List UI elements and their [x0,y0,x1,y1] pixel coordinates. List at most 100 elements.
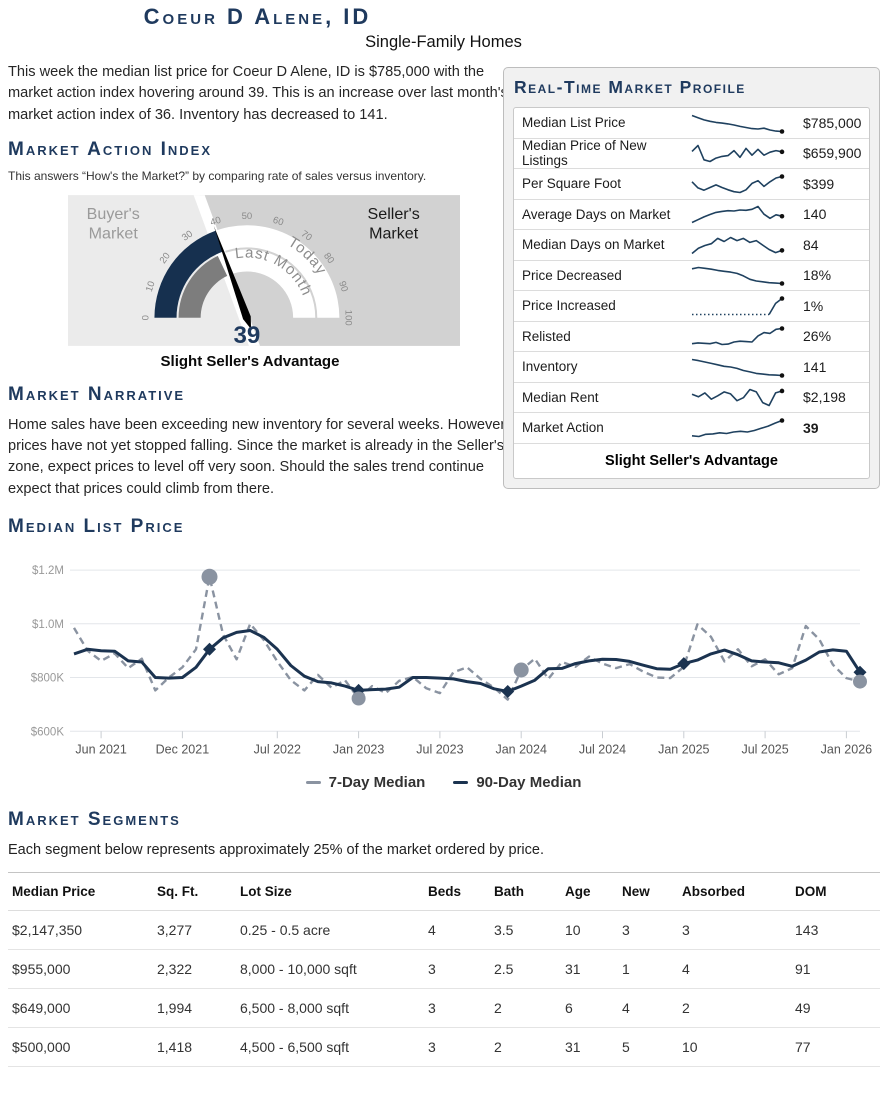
svg-text:$800K: $800K [31,673,65,685]
market-segments-caption: Each segment below represents approximat… [8,842,544,859]
segments-cell: 2 [490,988,561,1029]
sparkline [691,326,785,346]
report-header: Coeur D Alene, ID Single-Family Homes [0,0,887,52]
segments-column-header: Lot Size [236,872,424,912]
segments-cell: 5 [618,1027,678,1068]
svg-text:40: 40 [209,215,222,229]
segments-column-header: Sq. Ft. [153,872,236,912]
legend-label-90day: 90-Day Median [476,774,582,792]
segments-cell: 3 [678,910,791,951]
svg-text:Jan 2026: Jan 2026 [821,742,872,756]
profile-row: Market Action 39 [514,413,869,444]
segments-cell: 49 [791,988,880,1029]
segments-cell: 2.5 [490,949,561,990]
segments-cell: 0.25 - 0.5 acre [236,910,424,951]
segments-cell: $649,000 [8,988,153,1029]
segments-column-header: Median Price [8,872,153,912]
sparkline [691,358,785,378]
segments-column-header: New [618,872,678,912]
profile-row: Per Square Foot $399 [514,169,869,200]
segments-cell: 6 [561,988,618,1029]
sparkline [691,144,785,163]
sparkline [691,266,785,287]
segments-cell: 3 [424,1027,490,1068]
segments-cell: 1,994 [153,988,236,1029]
svg-text:60: 60 [271,215,284,229]
profile-row-label: Median Days on Market [522,237,665,253]
svg-text:100: 100 [342,310,353,326]
segments-cell: $2,147,350 [8,910,153,951]
segments-row: $2,147,350 3,277 0.25 - 0.5 acre 4 3.5 10 3 3 14… [8,910,880,951]
sparkline [691,173,785,194]
gauge-caption: Slight Seller's Advantage [160,352,340,370]
legend-label-7day: 7-Day Median [328,774,426,792]
svg-text:0: 0 [140,315,151,320]
svg-text:20: 20 [158,251,173,266]
profile-row-value: $2,198 [803,389,846,406]
segments-cell: 2,322 [153,949,236,990]
profile-row: Relisted 26% [514,322,869,352]
svg-text:70: 70 [299,228,314,243]
profile-row-label: Price Decreased [522,267,622,283]
market-segments-table: Median Price Sq. Ft. Lot Size Beds Bath Age Ne… [8,872,880,1068]
svg-text:30: 30 [180,228,195,243]
segments-cell: 31 [561,1027,618,1068]
segments-row: $649,000 1,994 6,500 - 8,000 sqft 3 2 6 4 2 49 [8,988,880,1029]
profile-row-label: Inventory [522,359,578,375]
svg-text:$600K: $600K [31,726,65,738]
svg-text:39: 39 [233,322,260,346]
segments-cell: 10 [561,910,618,951]
segments-cell: 91 [791,949,880,990]
intro-text: This week the median list price for Coeu… [8,64,508,123]
svg-text:Jan 2024: Jan 2024 [495,742,546,756]
segments-cell: 4,500 - 6,500 sqft [236,1027,424,1068]
sparkline [691,114,785,134]
market-narrative-text: Home sales have been exceeding new inven… [8,416,506,497]
segments-row: $955,000 2,322 8,000 - 10,000 sqft 3 2.5 31 1 4… [8,949,880,990]
profile-row-value: 84 [803,236,819,253]
svg-text:90: 90 [336,280,350,293]
profile-row-value: 39 [803,419,819,436]
segments-cell: 3.5 [490,910,561,951]
segments-cell: 3 [424,988,490,1029]
profile-row-value: $399 [803,175,835,192]
profile-row-label: Median Price of New Listings [522,138,647,169]
svg-text:80: 80 [321,251,336,266]
profile-row-value: $659,900 [803,145,862,162]
market-segments-heading: Market Segments [8,809,181,831]
market-report-page: Coeur D Alene, ID Single-Family Homes Th… [0,0,887,1068]
profile-row-value: 18% [803,267,832,284]
segments-cell: 4 [618,988,678,1029]
median-list-price-chart: $600K $800K $1.0M $1.2M Jun 2021 Dec 2021 Jul … [6,542,887,772]
market-action-index-heading: Market Action Index [8,138,213,160]
segments-column-header: Beds [424,872,490,912]
svg-text:Jul 2024: Jul 2024 [579,742,626,756]
profile-row-label: Market Action [522,420,604,436]
profile-row-label: Per Square Foot [522,176,622,192]
market-action-gauge: Last Month Today 0 10 20 30 40 50 60 70 80 90 100 Buy… [68,195,460,346]
svg-text:Jan 2023: Jan 2023 [333,742,384,756]
segments-cell: 10 [678,1027,791,1068]
legend-item-90day: 90-Day Median [453,774,581,791]
segments-cell: $955,000 [8,949,153,990]
market-narrative-heading: Market Narrative [8,383,186,405]
profile-title: Real-Time Market Profile [514,77,746,97]
profile-row: Average Days on Market 140 [514,200,869,230]
profile-row: Price Increased 1% [514,291,869,322]
segments-cell: 8,000 - 10,000 sqft [236,949,424,990]
legend-item-7day: 7-Day Median [305,774,426,792]
sparkline [691,417,785,438]
profile-row-label: Median Rent [522,389,599,405]
real-time-market-profile-panel: Real-Time Market Profile Median List Pri… [503,67,880,489]
svg-text:50: 50 [242,211,253,222]
segments-column-header: Absorbed [678,872,791,912]
profile-row-value: 26% [803,328,832,345]
svg-text:$1.2M: $1.2M [32,565,64,577]
segments-cell: 4 [678,949,791,990]
profile-row-label: Price Increased [522,298,616,314]
sparkline [691,388,785,407]
segments-cell: 143 [791,910,880,951]
svg-text:$1.0M: $1.0M [32,619,64,631]
segments-cell: 6,500 - 8,000 sqft [236,988,424,1029]
